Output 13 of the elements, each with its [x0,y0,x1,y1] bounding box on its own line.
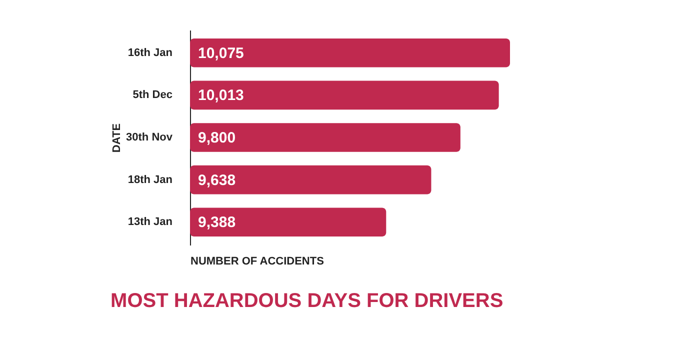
data-label: 9,800 [198,130,236,146]
y-tick-label: 30th Nov [126,132,174,144]
y-tick-label: 16th Jan [128,46,173,59]
y-tick-label: 13th Jan [128,216,173,228]
x-axis-title: NUMBER OF ACCIDENTS [190,256,324,268]
data-label: 10,013 [198,87,244,104]
y-tick-label: 18th Jan [128,174,173,186]
data-label: 9,388 [198,214,236,232]
data-label: 10,075 [198,44,244,62]
y-axis-title: DATE [111,123,124,153]
data-label: 9,638 [198,172,236,189]
text: MOST HAZARDOUS DAYS FOR DRIVERS [110,290,504,312]
y-tick-label: 5th Dec [132,89,172,102]
